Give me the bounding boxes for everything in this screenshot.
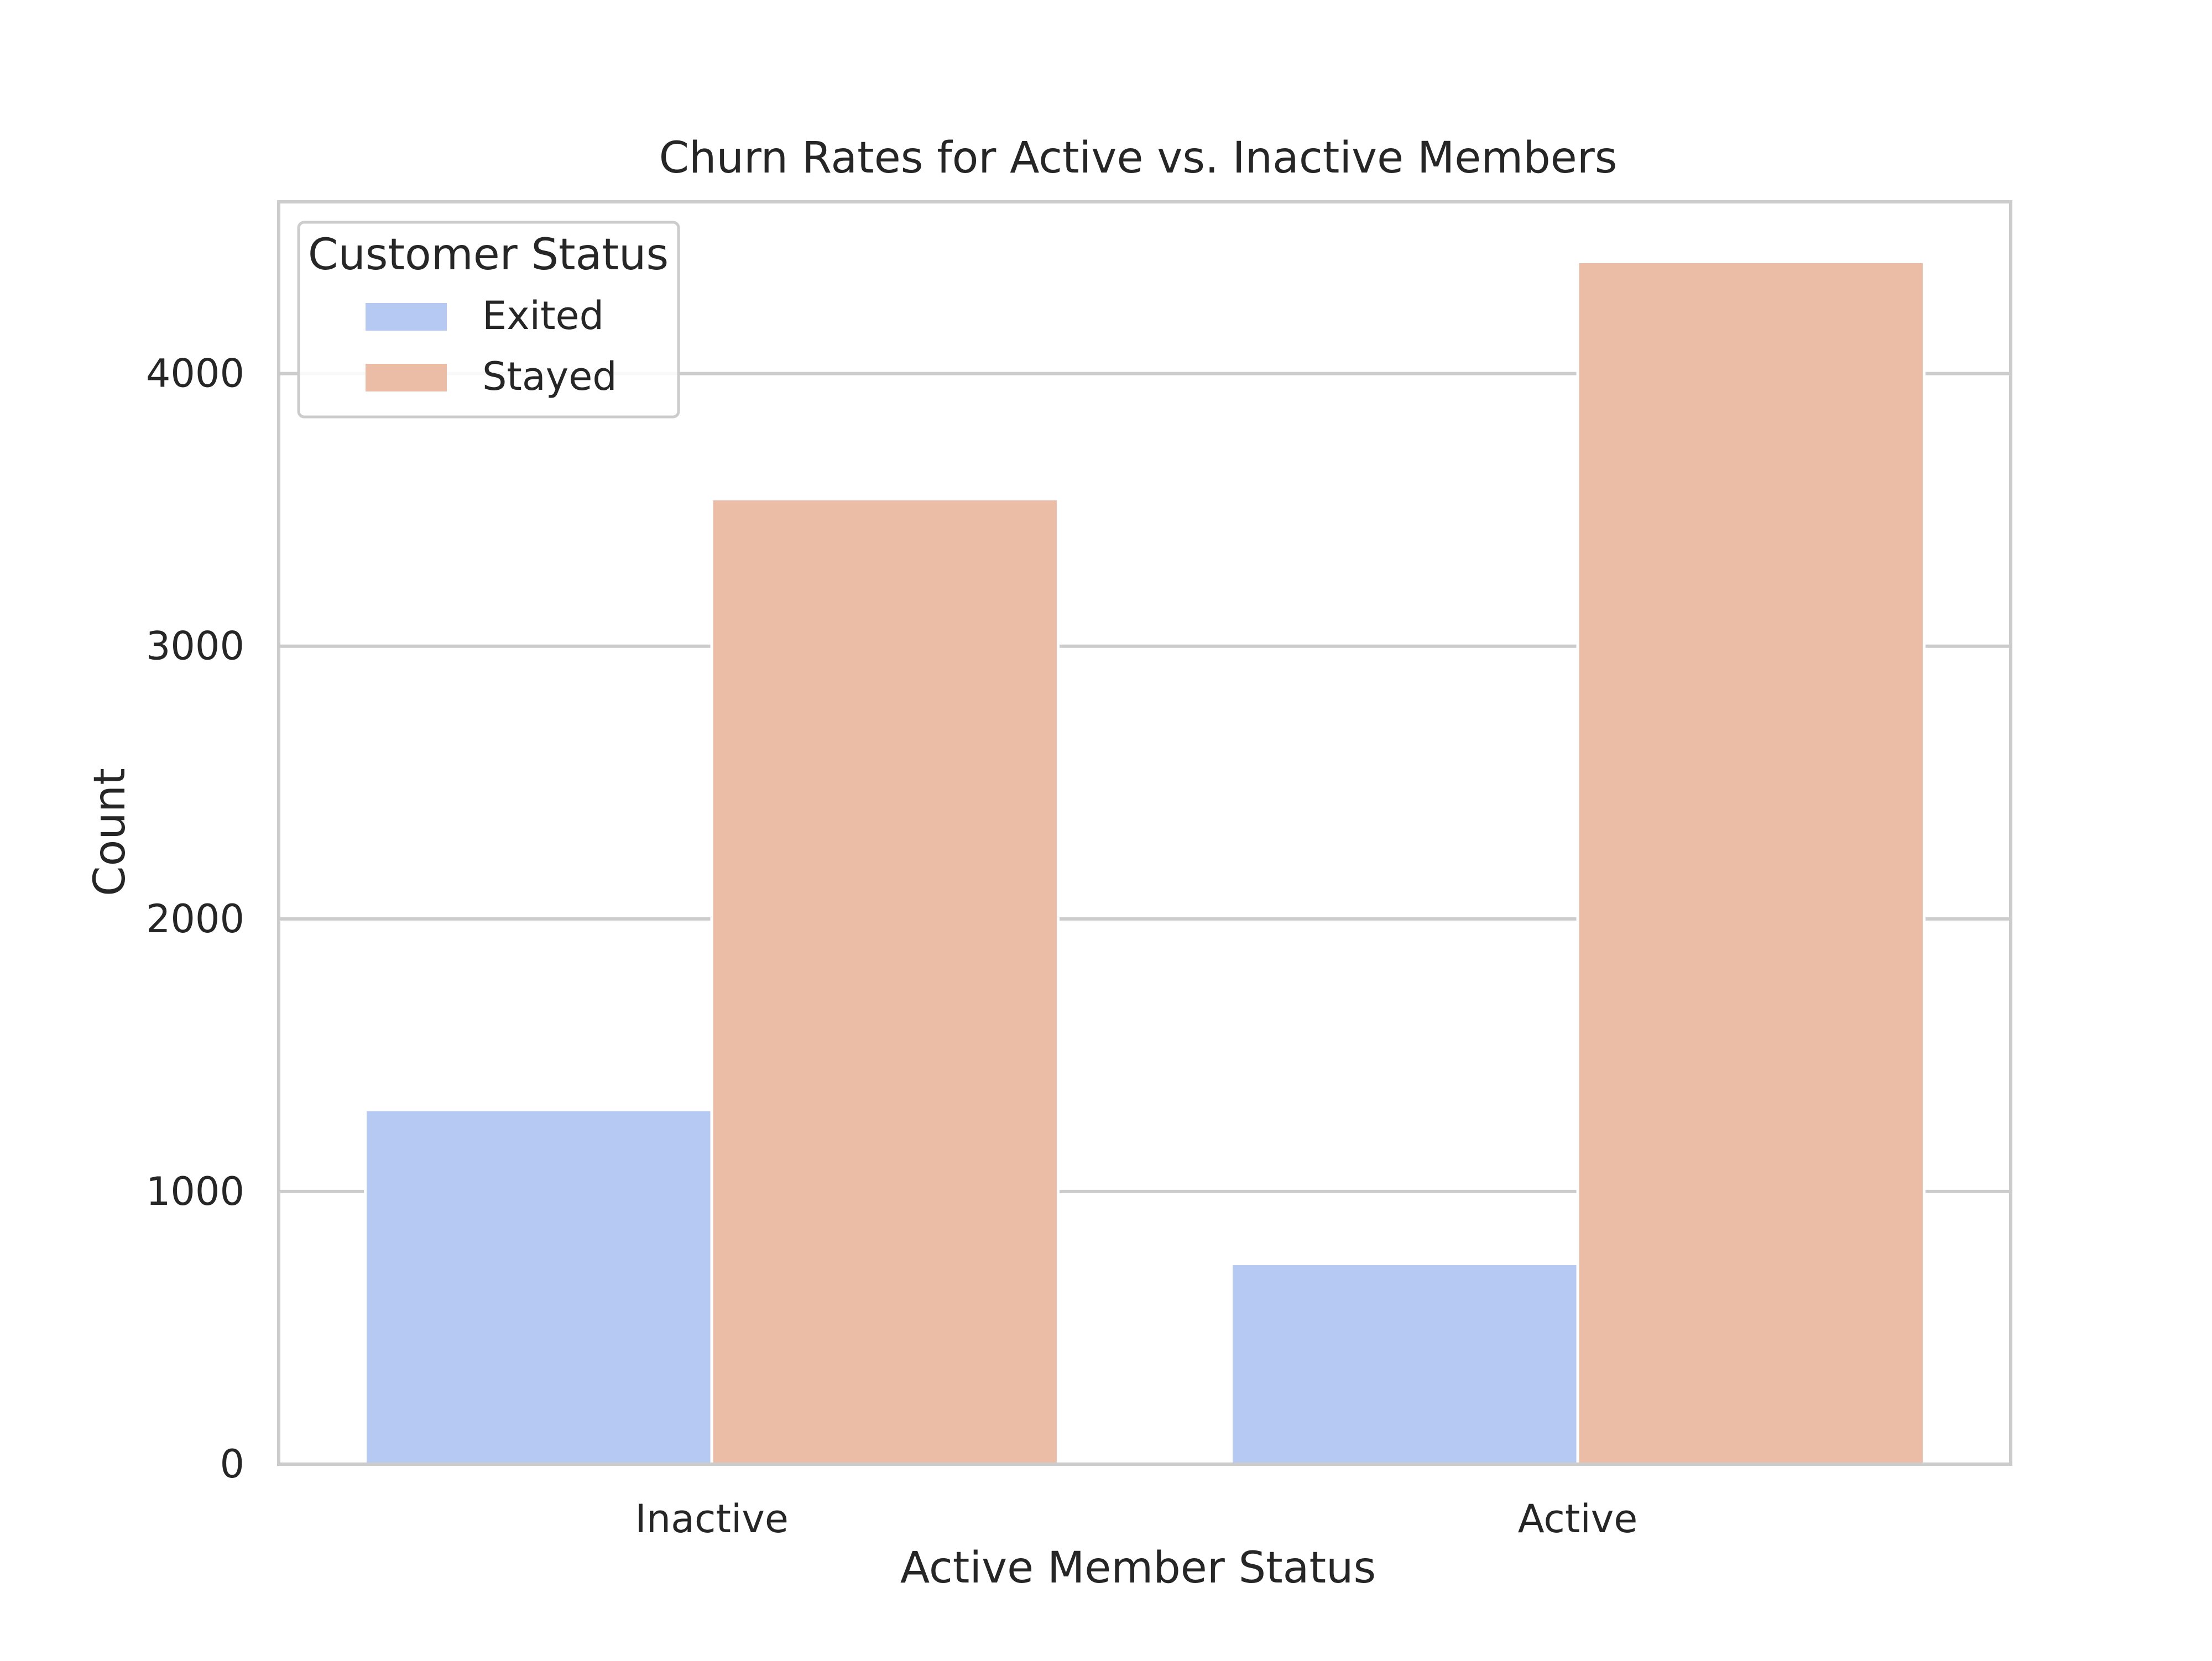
legend-swatch-exited [366, 303, 447, 331]
y-axis-label: Count [85, 768, 135, 896]
y-tick-label: 4000 [146, 351, 244, 396]
y-tick-label: 2000 [146, 896, 244, 942]
y-tick-label: 0 [220, 1441, 244, 1487]
x-tick-label: Inactive [635, 1496, 789, 1542]
bars [364, 260, 1926, 1466]
bar-exited-inactive [364, 1108, 713, 1466]
legend-label-exited: Exited [482, 293, 604, 338]
x-tick-label: Active [1518, 1496, 1638, 1542]
bar-exited-active [1230, 1262, 1579, 1466]
x-axis-label: Active Member Status [900, 1543, 1376, 1593]
bar-stayed-inactive [710, 497, 1060, 1466]
bar-stayed-active [1576, 260, 1926, 1466]
legend-label-stayed: Stayed [482, 354, 617, 399]
chart-title: Churn Rates for Active vs. Inactive Memb… [659, 133, 1618, 183]
plot-frame [277, 200, 2012, 1466]
y-tick-labels: 0 1000 2000 3000 4000 [146, 351, 244, 1487]
y-tick-label: 1000 [146, 1169, 244, 1214]
y-tick-label: 3000 [146, 624, 244, 669]
legend-title: Customer Status [308, 230, 669, 280]
legend: Customer Status Exited Stayed [297, 221, 680, 419]
legend-swatch-stayed [366, 364, 447, 391]
x-tick-labels: Inactive Active [635, 1496, 1637, 1542]
